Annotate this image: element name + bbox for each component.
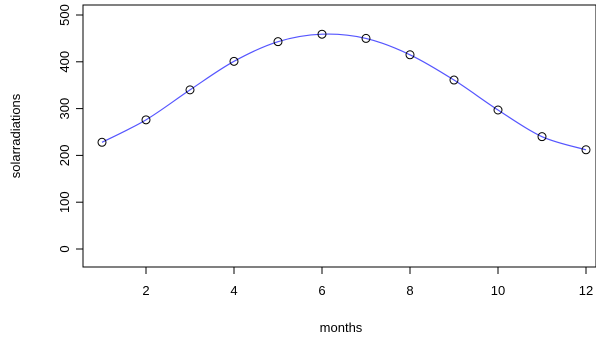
x-tick-label: 6 bbox=[318, 283, 325, 298]
data-point bbox=[317, 29, 327, 39]
y-axis: 0 100 200 300 400 500 bbox=[57, 4, 84, 253]
data-point bbox=[141, 115, 151, 125]
y-tick-label: 0 bbox=[57, 245, 72, 252]
y-tick-label: 500 bbox=[57, 4, 72, 26]
x-axis-title: months bbox=[320, 320, 363, 335]
data-point bbox=[581, 145, 591, 155]
x-tick-label: 2 bbox=[142, 283, 149, 298]
data-point bbox=[185, 85, 195, 95]
y-tick-label: 300 bbox=[57, 98, 72, 120]
y-axis-title: solarradiations bbox=[8, 93, 23, 178]
x-tick-label: 4 bbox=[230, 283, 237, 298]
data-point bbox=[493, 105, 503, 115]
x-axis: 2 4 6 8 10 12 bbox=[142, 267, 593, 298]
fitted-curve bbox=[101, 33, 587, 151]
data-point bbox=[229, 56, 239, 66]
y-tick-label: 100 bbox=[57, 191, 72, 213]
y-tick-label: 400 bbox=[57, 51, 72, 73]
x-tick-label: 12 bbox=[579, 283, 593, 298]
data-point bbox=[537, 132, 547, 142]
data-point bbox=[405, 50, 415, 60]
data-point bbox=[273, 37, 283, 47]
data-points bbox=[97, 29, 591, 155]
data-point bbox=[449, 75, 459, 85]
plot-frame bbox=[82, 4, 596, 268]
x-tick-label: 8 bbox=[406, 283, 413, 298]
y-tick-label: 200 bbox=[57, 145, 72, 167]
data-point bbox=[97, 137, 107, 147]
x-tick-label: 10 bbox=[491, 283, 505, 298]
data-point bbox=[361, 33, 371, 43]
